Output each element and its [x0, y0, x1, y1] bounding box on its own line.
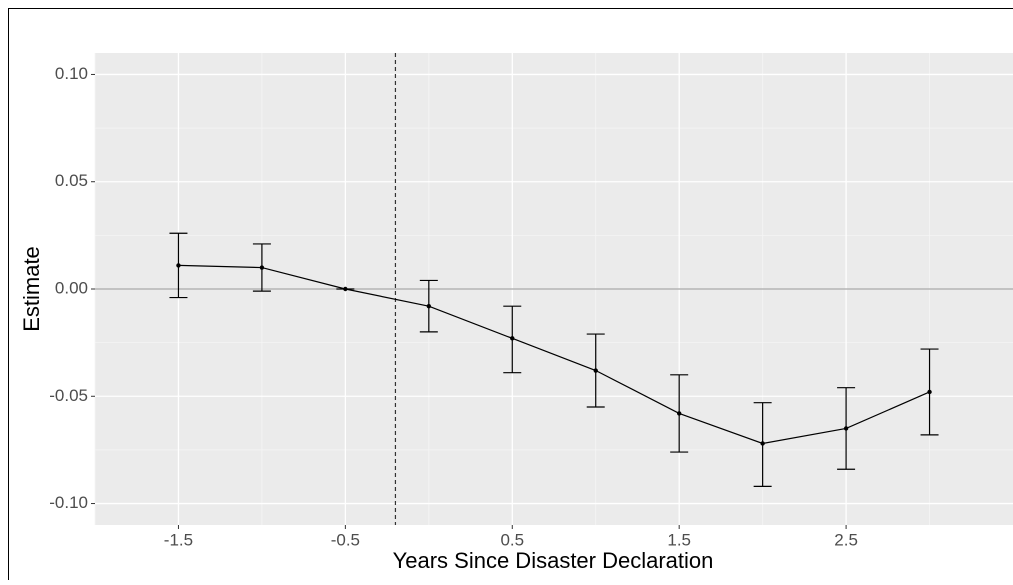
- x-axis-title: Years Since Disaster Declaration: [393, 548, 714, 573]
- estimate-point: [343, 287, 347, 291]
- y-tick-label: 0.10: [55, 64, 88, 83]
- estimate-point: [176, 263, 180, 267]
- estimate-point: [760, 441, 764, 445]
- y-axis-title: Estimate: [19, 246, 44, 332]
- y-tick-label: -0.05: [49, 386, 88, 405]
- estimate-point: [677, 411, 681, 415]
- estimate-point: [427, 304, 431, 308]
- x-tick-label: 0.5: [500, 530, 524, 549]
- y-tick-label: 0.00: [55, 278, 88, 297]
- estimate-point: [927, 390, 931, 394]
- x-tick-label: -0.5: [331, 530, 360, 549]
- estimate-point: [510, 336, 514, 340]
- x-tick-label: -1.5: [164, 530, 193, 549]
- y-tick-label: 0.05: [55, 171, 88, 190]
- x-tick-label: 2.5: [834, 530, 858, 549]
- estimate-point: [844, 426, 848, 430]
- estimate-point: [260, 265, 264, 269]
- x-tick-label: 1.5: [667, 530, 691, 549]
- y-tick-label: -0.10: [49, 493, 88, 512]
- estimate-point: [594, 368, 598, 372]
